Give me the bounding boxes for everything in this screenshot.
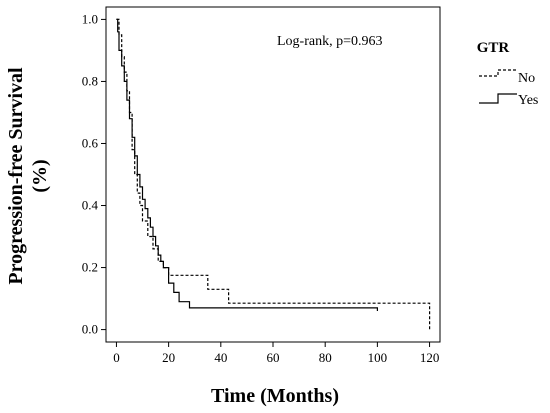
survival-curves	[116, 18, 431, 330]
legend-swatch-yes	[479, 93, 517, 104]
y-axis-title-line-2: (%)	[29, 159, 51, 192]
x-tick-label: 80	[319, 350, 332, 365]
legend-title: GTR	[477, 40, 510, 56]
x-axis-ticks: 0 20 40 60 80 100 120	[113, 342, 439, 365]
y-tick-label: 0.6	[82, 135, 99, 150]
y-tick-label: 0.0	[82, 322, 98, 337]
y-axis-title: Progression-free Survival (%)	[5, 67, 51, 285]
plot-frame	[105, 6, 441, 343]
series-line-yes	[116, 18, 378, 311]
x-tick-label: 60	[267, 350, 280, 365]
legend-label-yes: Yes	[518, 93, 538, 108]
series-line-no	[116, 18, 431, 330]
y-tick-label: 0.8	[82, 73, 98, 88]
legend: GTR No Yes	[477, 40, 539, 108]
y-tick-label: 0.2	[82, 260, 98, 275]
x-axis-title: Time (Months)	[211, 385, 339, 407]
legend-swatch-no	[479, 69, 517, 77]
x-tick-label: 120	[420, 350, 440, 365]
y-axis-ticks: 0.0 0.2 0.4 0.6 0.8 1.0	[82, 11, 106, 337]
log-rank-annotation: Log-rank, p=0.963	[277, 34, 383, 49]
x-tick-label: 100	[368, 350, 388, 365]
y-axis-title-line-1: Progression-free Survival	[5, 67, 27, 285]
y-tick-label: 1.0	[82, 11, 98, 26]
x-tick-label: 40	[214, 350, 227, 365]
x-tick-label: 20	[162, 350, 175, 365]
x-tick-label: 0	[113, 350, 120, 365]
y-tick-label: 0.4	[82, 198, 99, 213]
legend-label-no: No	[518, 71, 535, 86]
